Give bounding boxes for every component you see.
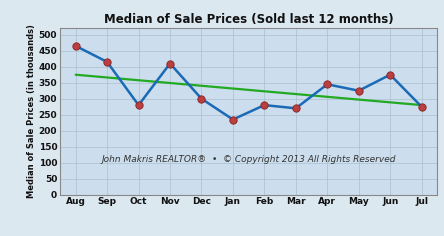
Point [135,103,142,107]
Point [230,118,237,121]
Text: John Makris REALTOR®  •  © Copyright 2013 All Rights Reserved: John Makris REALTOR® • © Copyright 2013 … [101,155,396,164]
Point [103,60,111,64]
Point [355,89,362,93]
Point [261,103,268,107]
Point [324,82,331,86]
Point [292,106,299,110]
Point [198,97,205,101]
Point [166,62,174,65]
Point [72,44,79,48]
Y-axis label: Median of Sale Prices (in thousands): Median of Sale Prices (in thousands) [27,25,36,198]
Title: Median of Sale Prices (Sold last 12 months): Median of Sale Prices (Sold last 12 mont… [104,13,393,26]
Point [418,105,425,109]
Point [387,73,394,77]
